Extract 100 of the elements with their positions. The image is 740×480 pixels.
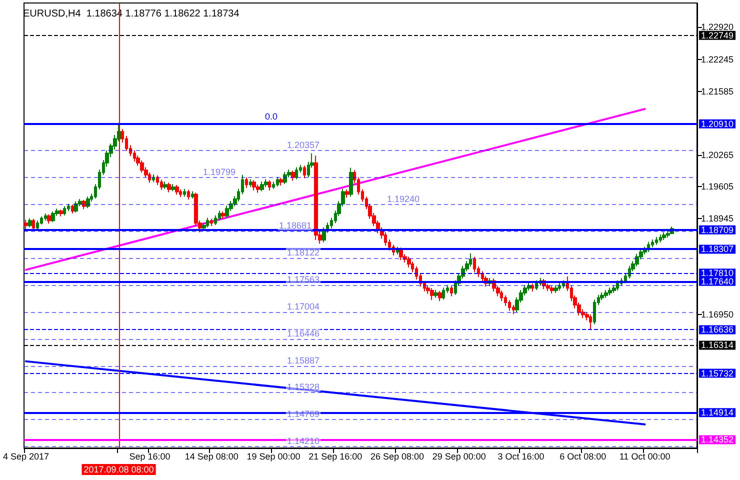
candlestick: [252, 180, 256, 191]
ref-line-label: 1.18709: [701, 224, 734, 235]
candlestick: [589, 314, 592, 330]
candlestick: [214, 214, 217, 226]
candlestick: [314, 155, 318, 240]
candlestick: [283, 172, 287, 185]
candlestick: [438, 290, 442, 302]
candlestick: [554, 284, 558, 294]
candlestick: [291, 170, 295, 182]
candlestick: [86, 196, 90, 209]
candlestick: [245, 176, 248, 188]
candlestick: [295, 166, 298, 180]
candlestick: [345, 188, 349, 198]
candlestick: [268, 180, 271, 191]
x-tick-label: 6 Oct 08:00: [560, 452, 606, 462]
ref-line-label: 1.15732: [701, 368, 734, 378]
candlestick: [256, 184, 260, 194]
x-tick-label: 11 Oct 00:00: [619, 452, 670, 462]
ref-line-label: 1.14914: [701, 408, 734, 418]
candlestick: [508, 300, 511, 312]
candlestick: [210, 218, 213, 226]
candlestick: [156, 174, 159, 186]
ref-line-label: 1.18307: [701, 244, 734, 254]
candlestick: [47, 214, 51, 224]
ref-line-label: 1.17640: [701, 276, 734, 286]
candlestick: [249, 178, 252, 188]
candlestick: [260, 181, 264, 192]
candlestick: [63, 206, 66, 216]
candlestick: [659, 234, 662, 243]
candlestick: [71, 204, 74, 214]
candlestick: [152, 174, 155, 183]
ref-line-label: 1.16636: [701, 324, 734, 335]
candlestick: [276, 176, 279, 187]
candlestick: [349, 167, 353, 198]
candlestick: [550, 286, 554, 294]
candlestick: [206, 217, 209, 228]
candlestick: [218, 210, 221, 222]
candlestick: [28, 218, 32, 228]
candlestick: [51, 211, 55, 223]
candlestick: [612, 284, 616, 294]
candlestick: [40, 216, 43, 226]
candlestick: [191, 190, 194, 200]
candlestick: [666, 229, 670, 238]
x-tick-label: 19 Sep 00:00: [246, 452, 300, 462]
candlestick: [481, 270, 484, 282]
candlestick: [167, 182, 171, 193]
ref-line-label: 1.19799: [203, 166, 236, 177]
ref-line-label: 1.18681: [279, 220, 312, 231]
ref-line-label: 1.14352: [701, 434, 734, 445]
candlestick: [171, 184, 175, 192]
y-tick-label: 1.20265: [701, 150, 734, 160]
candlestick: [322, 226, 326, 243]
candlestick: [430, 288, 434, 301]
y-tick-label: 1.22245: [701, 54, 734, 65]
candlestick: [593, 299, 596, 325]
candlestick: [183, 188, 186, 198]
candlestick: [303, 165, 306, 179]
y-tick-label: 1.18945: [701, 214, 734, 224]
x-tick-label: 21 Sep 16:00: [308, 452, 362, 462]
candlestick: [44, 212, 47, 222]
ref-line-label: 1.17810: [701, 268, 734, 278]
candlestick: [24, 219, 28, 230]
ref-line-label: 1.15887: [287, 355, 320, 366]
y-tick-label: 1.21585: [701, 86, 734, 96]
ref-line-label: 1.20357: [287, 140, 320, 150]
ref-line-label: 1.19240: [387, 194, 420, 204]
candlestick: [140, 160, 144, 174]
ref-line-label: 1.17004: [287, 301, 320, 312]
candlestick: [546, 283, 550, 292]
candlestick: [662, 232, 666, 240]
ref-line-label: 1.22749: [701, 30, 734, 40]
candlestick: [651, 238, 654, 248]
candlestick: [504, 294, 507, 306]
ref-line-label: 1.18122: [287, 248, 320, 258]
candlestick: [600, 292, 604, 301]
candlestick: [434, 290, 438, 298]
x-tick-label: 3 Oct 16:00: [498, 452, 544, 462]
candlestick: [473, 256, 476, 273]
candlestick: [384, 232, 387, 246]
candlestick: [535, 280, 538, 291]
candlestick: [163, 181, 167, 190]
x-tick-label: Sep 16:00: [129, 452, 170, 462]
candlestick: [279, 177, 283, 186]
candlestick: [221, 211, 225, 220]
candlestick: [160, 179, 163, 190]
x-tick-label: 29 Sep 00:00: [432, 452, 486, 462]
ref-line-label: 1.16314: [701, 340, 734, 350]
ref-line-label: 1.16446: [287, 328, 320, 338]
candlestick: [225, 205, 229, 218]
candlestick: [264, 178, 268, 188]
candlestick: [616, 280, 619, 292]
candlestick: [179, 188, 182, 198]
candlestick: [512, 304, 515, 315]
candlestick: [527, 282, 531, 292]
y-tick-label: 1.22920: [701, 22, 734, 32]
candlestick: [604, 290, 608, 298]
candlestick: [562, 280, 565, 289]
candlestick: [272, 181, 275, 190]
candlestick: [32, 218, 35, 231]
ref-line-label: 1.20910: [701, 118, 734, 129]
